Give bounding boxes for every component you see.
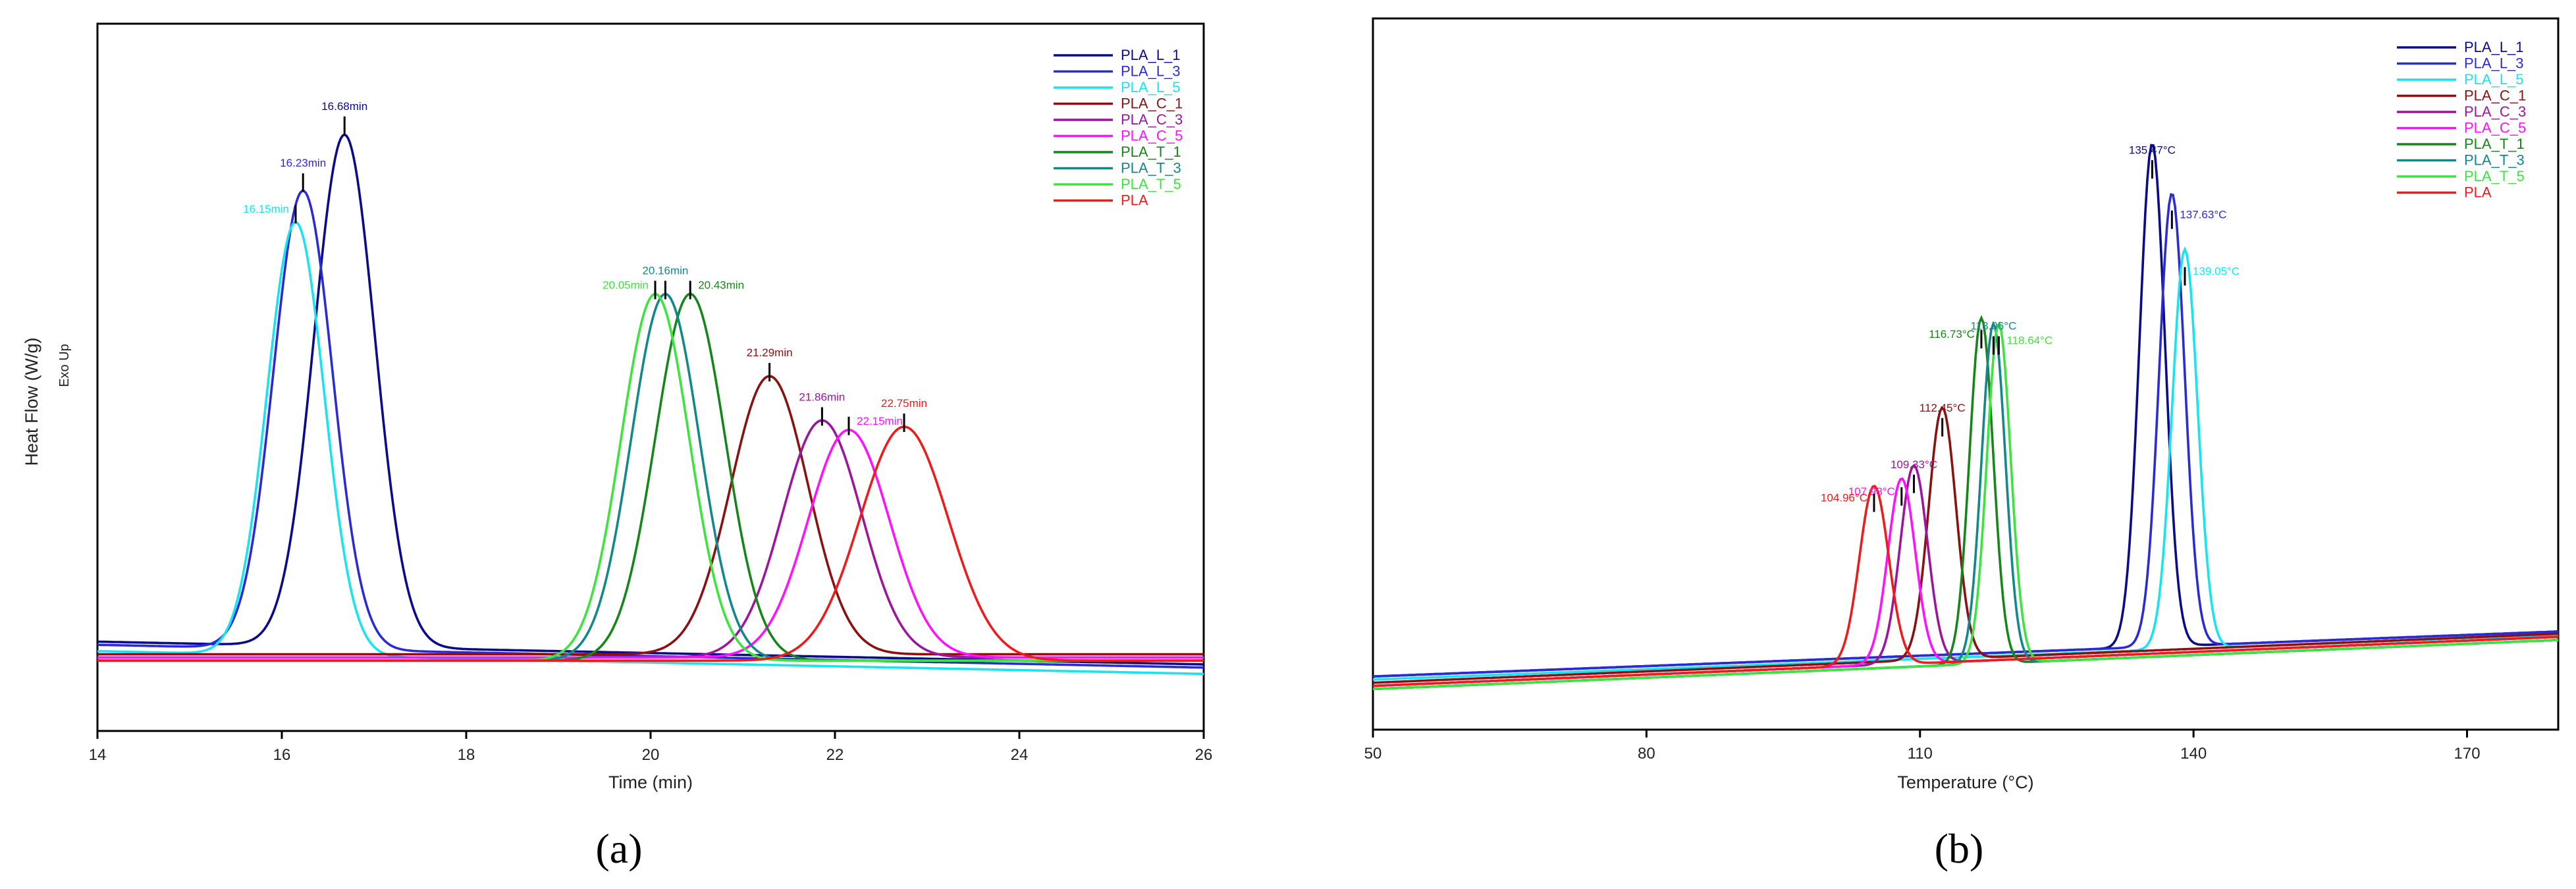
- curve-pla-l-3: [1372, 193, 2559, 678]
- curves-a: [97, 133, 1204, 676]
- peak-label-pla-t-3: 20.16min: [642, 264, 688, 277]
- peak-label-pla-c-5: 22.15min: [857, 415, 903, 427]
- peak-label-pla-l-3: 137.63°C: [2180, 209, 2226, 221]
- curves-b: [1372, 144, 2559, 691]
- x-tick-label-170: 170: [2454, 745, 2481, 763]
- peak-label-pla-l-3: 16.23min: [280, 157, 326, 169]
- legend-label-pla: PLA: [1121, 192, 1148, 209]
- legend-label-pla-t-1: PLA_T_1: [2464, 136, 2525, 152]
- legend-label-pla-t-3: PLA_T_3: [1121, 160, 1181, 176]
- x-tick-label-26: 26: [1195, 746, 1213, 764]
- legend-label-pla-l-3: PLA_L_3: [1121, 63, 1181, 80]
- legend-label-pla-l-3: PLA_L_3: [2464, 55, 2524, 72]
- curve-pla-t-1: [97, 292, 1204, 662]
- curve-pla-c-5: [97, 429, 1204, 659]
- peak-label-pla-c-5: 107.98°C: [1848, 485, 1895, 498]
- peak-label-pla-l-5: 139.05°C: [2193, 265, 2240, 278]
- legend-label-pla-t-5: PLA_T_5: [2464, 168, 2525, 184]
- peak-label-pla: 104.96°C: [1821, 491, 1867, 504]
- peak-label-pla-l-5: 16.15min: [243, 203, 289, 215]
- curve-pla-t-1: [1372, 315, 2559, 691]
- curve-pla-l-5: [1372, 246, 2559, 681]
- peak-markers-b: 135.47°C 137.63°C 139.05°C 112.45°C 109.33°C…: [1821, 144, 2240, 512]
- peak-label-pla-c-3: 21.86min: [799, 391, 845, 403]
- curve-pla-l-5: [97, 221, 1204, 676]
- x-tick-label-80: 80: [1638, 745, 1655, 763]
- curve-pla-c-1: [1372, 406, 2559, 684]
- legend-label-pla-c-3: PLA_C_3: [1121, 111, 1183, 128]
- peak-label-pla-l-1: 16.68min: [321, 100, 367, 113]
- legend-label-pla-c-5: PLA_C_5: [2464, 120, 2526, 136]
- legend-label-pla-t-3: PLA_T_3: [2464, 152, 2525, 169]
- x-tick-label-14: 14: [89, 746, 107, 764]
- peak-markers-a: 16.68min 16.23min 16.15min 21.29min 21.86min…: [243, 100, 927, 435]
- peak-label-pla-t-1: 116.73°C: [1929, 328, 1975, 340]
- x-ticks-b: 50 80 110 140 170: [1364, 730, 2481, 763]
- legend-label-pla-c-1: PLA_C_1: [2464, 88, 2526, 104]
- legend-label-pla-l-5: PLA_L_5: [1121, 79, 1181, 95]
- peak-label-pla: 22.75min: [881, 397, 927, 410]
- curve-pla: [1372, 485, 2559, 687]
- curve-pla-c-1: [97, 375, 1204, 656]
- x-tick-label-22: 22: [826, 746, 844, 764]
- curve-pla: [97, 425, 1204, 662]
- exo-up-note: Exo Up: [57, 344, 72, 387]
- legend-b: PLA_L_1PLA_L_3PLA_L_5PLA_C_1PLA_C_3PLA_C…: [2397, 39, 2526, 201]
- curve-pla-l-3: [97, 190, 1204, 669]
- y-axis-label-a: Heat Flow (W/g): [22, 337, 41, 466]
- peak-label-pla-t-5: 20.05min: [603, 279, 649, 291]
- legend-label-pla-l-1: PLA_L_1: [2464, 39, 2524, 55]
- peak-label-pla-t-3: 118.06°C: [1970, 320, 2016, 333]
- legend-label-pla-t-1: PLA_T_1: [1121, 144, 1181, 160]
- legend-label-pla-c-3: PLA_C_3: [2464, 103, 2526, 120]
- plot-frame-b: [1372, 17, 2560, 731]
- x-tick-label-140: 140: [2180, 745, 2207, 763]
- curve-pla-t-5: [1372, 321, 2559, 691]
- x-tick-label-110: 110: [1908, 745, 1933, 763]
- x-tick-label-16: 16: [273, 746, 291, 764]
- x-tick-label-20: 20: [642, 746, 660, 764]
- legend-label-pla-l-5: PLA_L_5: [2464, 71, 2524, 88]
- legend-label-pla-c-1: PLA_C_1: [1121, 95, 1183, 112]
- legend-label-pla: PLA: [2464, 184, 2492, 201]
- peak-label-pla-l-1: 135.47°C: [2129, 144, 2176, 156]
- legend-label-pla-t-5: PLA_T_5: [1121, 176, 1181, 192]
- panel-b: 135.47°C 137.63°C 139.05°C 112.45°C 109.33°C…: [1364, 17, 2560, 872]
- peak-label-pla-t-1: 20.43min: [698, 279, 744, 291]
- legend-label-pla-l-1: PLA_L_1: [1121, 47, 1181, 63]
- peak-label-pla-c-1: 112.45°C: [1919, 402, 1966, 414]
- curve-pla-t-3: [97, 292, 1204, 662]
- peak-label-pla-t-5: 118.64°C: [2006, 335, 2053, 347]
- peak-label-pla-c-1: 21.29min: [747, 346, 793, 359]
- x-ticks-a: 14 16 18 20 22 24 26: [89, 731, 1213, 764]
- legend-a: PLA_L_1PLA_L_3PLA_L_5PLA_C_1PLA_C_3PLA_C…: [1054, 47, 1183, 209]
- curve-pla-t-5: [97, 292, 1204, 662]
- plot-frame-a: [96, 22, 1205, 732]
- panel-a: 16.68min 16.23min 16.15min 21.29min 21.86min…: [22, 22, 1213, 872]
- x-axis-label-b: Temperature (°C): [1897, 772, 2033, 792]
- x-tick-label-50: 50: [1364, 745, 1382, 763]
- x-tick-label-24: 24: [1011, 746, 1029, 764]
- legend-label-pla-c-5: PLA_C_5: [1121, 128, 1183, 144]
- panel-label-b: (b): [1935, 825, 1984, 872]
- x-tick-label-18: 18: [458, 746, 475, 764]
- peak-label-pla-c-3: 109.33°C: [1891, 458, 1937, 471]
- x-axis-label-a: Time (min): [608, 772, 693, 792]
- panel-label-a: (a): [595, 825, 642, 872]
